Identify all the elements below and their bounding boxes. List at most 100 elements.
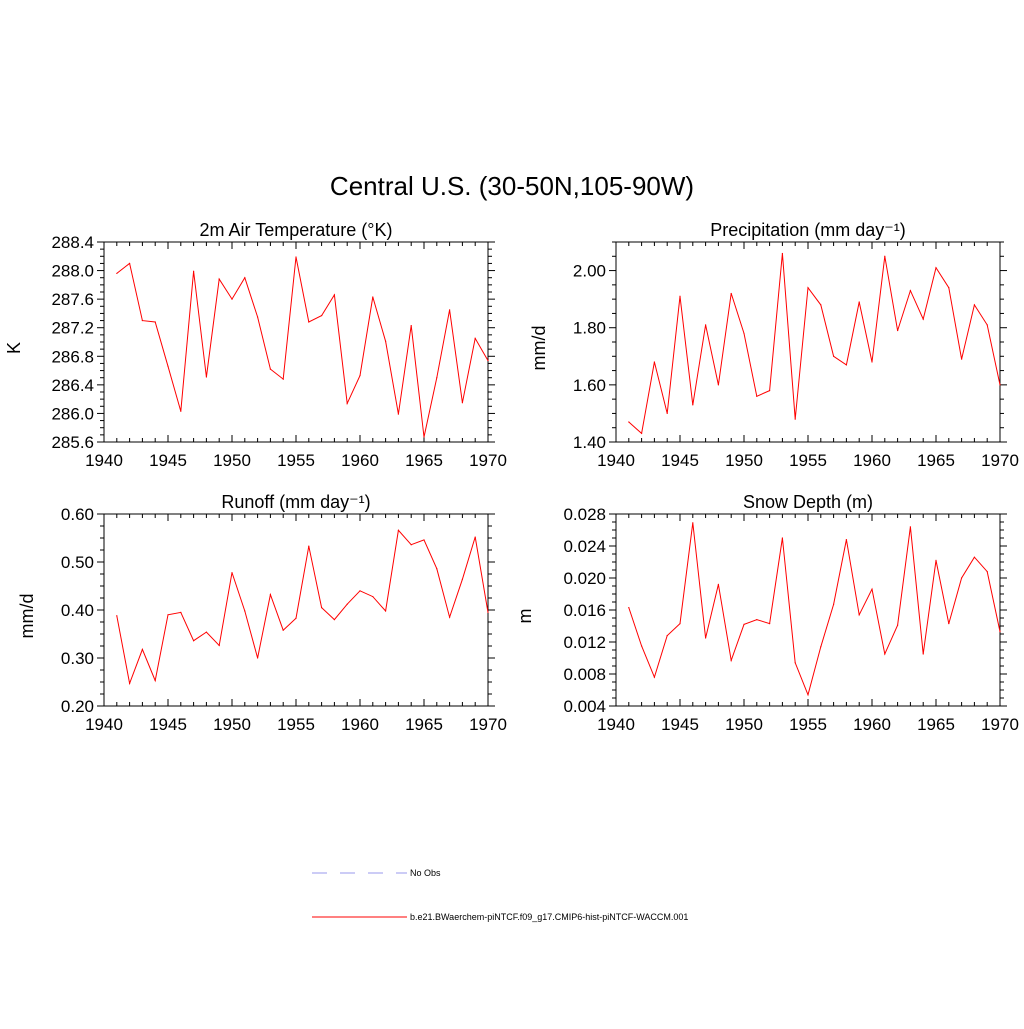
data-point [141, 319, 143, 322]
data-point [961, 577, 963, 579]
data-point [794, 418, 796, 420]
data-point [231, 571, 233, 574]
x-tick-label: 1945 [661, 715, 699, 734]
data-point [705, 637, 707, 639]
x-tick-label: 1940 [597, 715, 635, 734]
y-axis-label: K [4, 342, 24, 354]
data-point [167, 614, 169, 616]
data-point [397, 529, 399, 531]
data-point [154, 679, 156, 682]
y-tick-label: 285.6 [51, 433, 94, 452]
x-tick-label: 1945 [149, 715, 187, 734]
x-tick-label: 1950 [213, 451, 251, 470]
figure-title: Central U.S. (30-50N,105-90W) [330, 171, 694, 201]
data-point [346, 402, 348, 405]
x-tick-label: 1965 [917, 451, 955, 470]
data-point [385, 340, 387, 342]
x-tick-label: 1970 [981, 451, 1019, 470]
data-point [922, 318, 924, 320]
data-point [141, 648, 143, 650]
x-tick-label: 1955 [789, 715, 827, 734]
data-point [730, 292, 732, 295]
x-tick-label: 1940 [85, 451, 123, 470]
data-point [205, 631, 207, 633]
y-tick-label: 0.020 [563, 569, 606, 588]
y-tick-label: 286.8 [51, 347, 94, 366]
y-tick-label: 288.0 [51, 262, 94, 281]
y-tick-label: 0.004 [563, 697, 606, 716]
data-point [986, 571, 988, 573]
data-point [653, 361, 656, 363]
data-point [269, 368, 271, 370]
data-point [948, 623, 950, 625]
data-point [730, 659, 732, 662]
data-point [820, 304, 822, 306]
data-point [679, 295, 681, 297]
x-tick-label: 1965 [405, 451, 443, 470]
data-point [282, 378, 284, 380]
data-point [781, 252, 784, 255]
data-point [359, 590, 361, 592]
y-axis-label: mm/d [529, 326, 549, 371]
data-point [308, 321, 310, 323]
y-tick-label: 0.008 [563, 665, 606, 684]
data-point [807, 287, 809, 289]
data-point [129, 682, 131, 685]
data-point [653, 676, 656, 678]
data-point [180, 410, 182, 412]
data-point [986, 324, 988, 326]
data-point [781, 537, 784, 539]
data-point [717, 384, 720, 386]
data-point [333, 619, 335, 621]
data-point [449, 616, 451, 618]
y-tick-label: 0.60 [61, 505, 94, 524]
data-point [909, 526, 912, 528]
y-tick-label: 1.60 [573, 376, 606, 395]
data-point [449, 309, 451, 311]
y-axis-label: m [515, 609, 535, 624]
data-point [218, 278, 220, 280]
data-point [628, 421, 630, 423]
data-point [845, 364, 848, 366]
data-point [884, 255, 886, 257]
series-line [116, 529, 489, 686]
data-point [372, 296, 374, 298]
data-point [756, 395, 758, 397]
y-tick-label: 287.6 [51, 290, 94, 309]
panel-2: Precipitation (mm day⁻¹) 1940 1945 1950 1955… [529, 220, 1019, 470]
data-point [820, 646, 822, 648]
data-point [897, 329, 899, 332]
data-point [833, 355, 835, 357]
data-point [397, 413, 399, 415]
y-tick-label: 0.012 [563, 633, 606, 652]
panel-title: 2m Air Temperature (°K) [200, 220, 393, 240]
panel-title: Snow Depth (m) [743, 492, 873, 512]
data-point [858, 614, 860, 616]
data-point [666, 412, 668, 415]
x-tick-label: 1965 [405, 715, 443, 734]
data-point [692, 522, 694, 524]
data-point [474, 337, 476, 340]
panel-title: Precipitation (mm day⁻¹) [710, 220, 906, 240]
data-point [487, 611, 489, 614]
data-point [973, 556, 976, 558]
data-point [474, 536, 476, 538]
data-point [769, 389, 771, 392]
data-point [641, 432, 643, 435]
data-point [436, 377, 438, 379]
y-tick-label: 0.50 [61, 553, 94, 572]
series-line [628, 522, 1001, 697]
legend-label-no-obs: No Obs [410, 868, 441, 878]
y-tick-label: 0.016 [563, 601, 606, 620]
x-tick-label: 1945 [149, 451, 187, 470]
plot-frame [103, 241, 489, 443]
x-tick-label: 1970 [469, 715, 507, 734]
data-point [359, 374, 361, 377]
data-point [193, 640, 195, 642]
data-point [461, 402, 463, 404]
x-tick-label: 1965 [917, 715, 955, 734]
data-point [410, 544, 412, 546]
data-point [193, 270, 195, 272]
series-line [116, 256, 489, 438]
